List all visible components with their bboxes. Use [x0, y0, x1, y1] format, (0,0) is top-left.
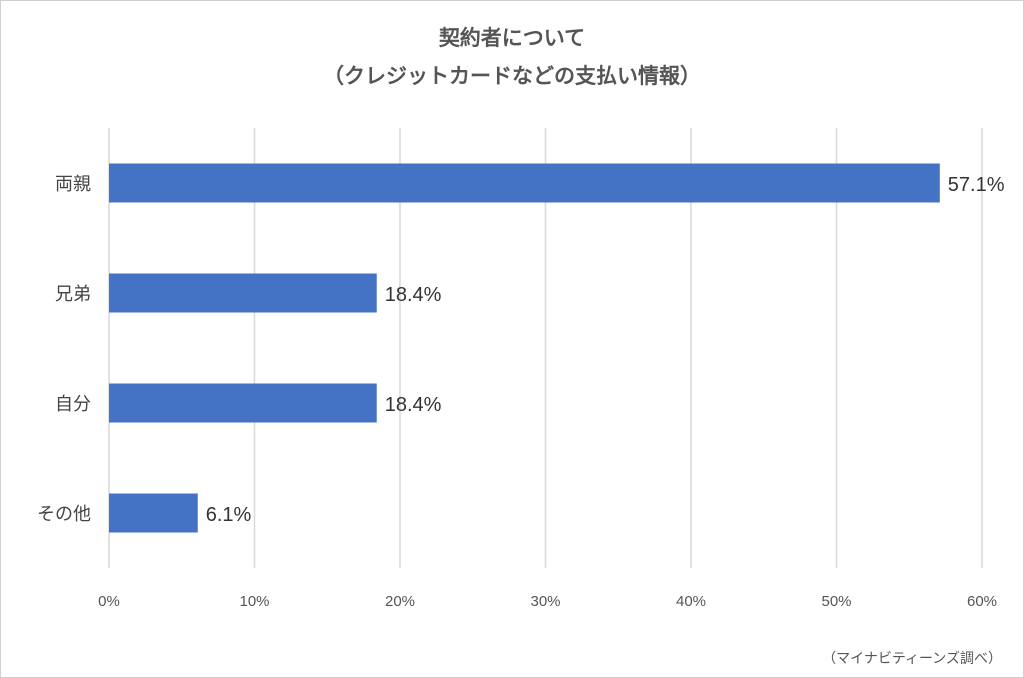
data-label: 57.1% — [948, 174, 1005, 196]
bar — [109, 163, 940, 203]
category-label: 自分 — [55, 394, 91, 415]
bar — [109, 493, 198, 533]
x-tick-label: 40% — [676, 593, 706, 610]
x-tick-label: 20% — [385, 593, 415, 610]
bar — [109, 273, 377, 313]
x-tick-label: 60% — [967, 593, 997, 610]
chart-subtitle: （クレジットカードなどの支払い情報） — [323, 64, 701, 88]
data-label: 18.4% — [385, 284, 442, 306]
x-tick-label: 0% — [98, 593, 120, 610]
data-label: 18.4% — [385, 394, 442, 416]
x-tick-label: 10% — [239, 593, 269, 610]
category-label: 両親 — [55, 174, 91, 195]
x-tick-label: 50% — [821, 593, 851, 610]
bar — [109, 383, 377, 423]
source-note: （マイナビティーンズ調べ） — [822, 651, 1002, 667]
data-label: 6.1% — [206, 504, 252, 526]
category-label: 兄弟 — [55, 284, 91, 305]
chart-title: 契約者について — [438, 26, 586, 50]
category-label: その他 — [37, 504, 91, 525]
x-tick-label: 30% — [530, 593, 560, 610]
